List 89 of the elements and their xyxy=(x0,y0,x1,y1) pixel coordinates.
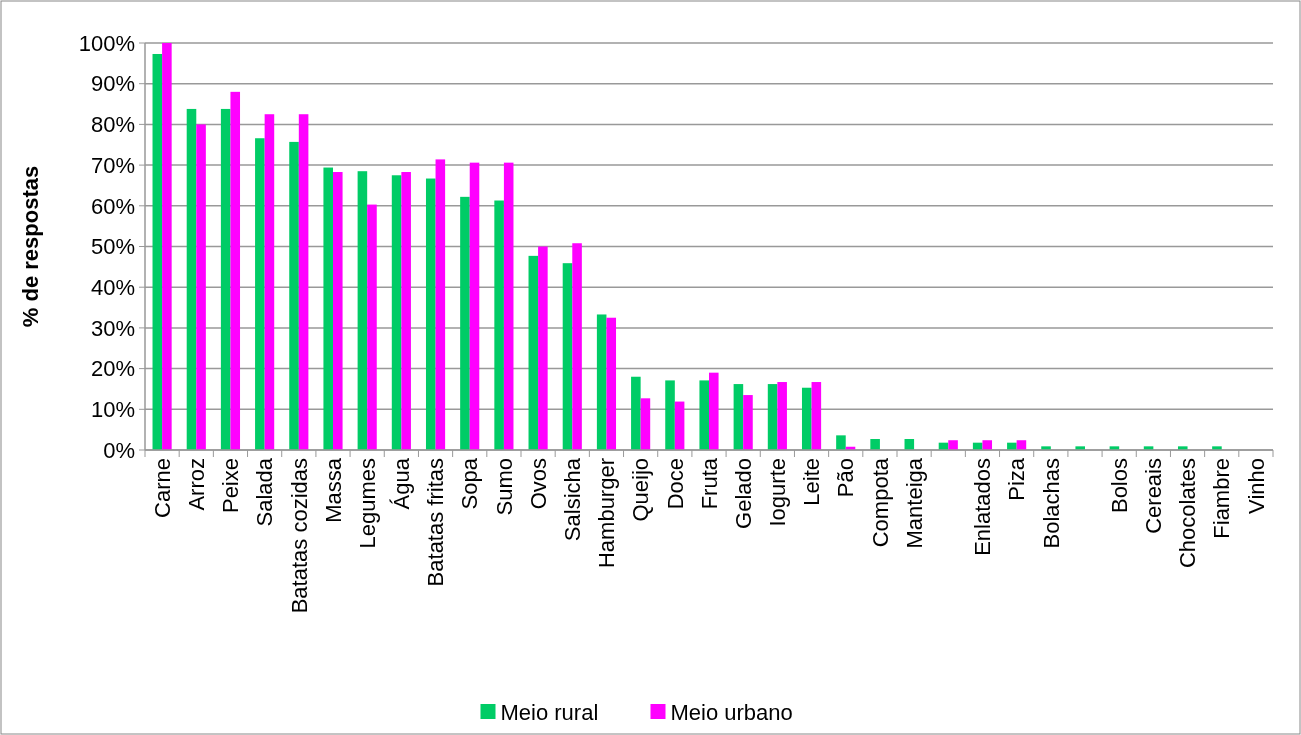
bar xyxy=(401,172,411,450)
y-tick-label: 20% xyxy=(90,356,135,382)
legend-label: Meio rural xyxy=(500,699,599,725)
bar xyxy=(255,138,265,450)
bar xyxy=(425,178,436,450)
y-tick-label: 60% xyxy=(90,193,135,219)
bar xyxy=(811,382,822,450)
bar xyxy=(264,114,275,450)
x-tick-label: Cereais xyxy=(1141,458,1167,534)
y-tick-label: 30% xyxy=(90,315,135,341)
bar xyxy=(870,439,880,450)
bar xyxy=(665,380,675,450)
bar xyxy=(162,43,172,450)
bar xyxy=(709,372,719,450)
bar xyxy=(333,172,343,450)
bar xyxy=(801,387,812,450)
bar xyxy=(640,398,651,450)
bar xyxy=(435,159,446,450)
x-tick-label: Sopa xyxy=(457,457,483,510)
x-tick-label: Sumo xyxy=(491,458,517,516)
bar xyxy=(538,246,548,450)
bar xyxy=(289,141,299,450)
bar xyxy=(596,314,607,450)
y-tick-label: 10% xyxy=(90,397,135,422)
bar xyxy=(767,384,778,450)
bar xyxy=(357,171,368,450)
y-axis-title: % de respostas xyxy=(18,165,43,328)
x-tick-label: Batatas cozidas xyxy=(286,458,312,614)
x-tick-label: Arroz xyxy=(183,458,209,511)
x-tick-label: Fruta xyxy=(696,457,722,510)
x-tick-label: Gelado xyxy=(730,458,756,529)
x-tick-label: Massa xyxy=(320,457,346,523)
x-tick-label: Fiambre xyxy=(1209,458,1235,539)
bar xyxy=(391,175,402,450)
x-tick-label: Leite xyxy=(799,458,825,506)
x-tick-label: Iogurte xyxy=(765,458,791,527)
bar xyxy=(469,162,480,450)
bar xyxy=(674,401,685,450)
x-tick-label: Bolachas xyxy=(1038,458,1064,549)
bar xyxy=(367,204,377,450)
y-tick-label: 50% xyxy=(90,234,135,260)
x-tick-label: Legumes xyxy=(354,458,380,549)
x-tick-label: Compota xyxy=(867,457,893,548)
y-tick-label: 100% xyxy=(78,30,135,56)
x-tick-label: Água xyxy=(389,457,415,510)
bar xyxy=(503,162,514,450)
x-tick-label: Hamburger xyxy=(594,458,620,569)
bar xyxy=(196,124,206,450)
x-tick-label: Manteiga xyxy=(901,457,927,549)
x-tick-label: Bolos xyxy=(1106,458,1132,514)
x-tick-label: Chocolates xyxy=(1175,458,1201,569)
bar xyxy=(982,440,993,450)
bar xyxy=(631,376,641,450)
x-tick-label: Queijo xyxy=(628,458,654,522)
bar xyxy=(220,108,231,450)
x-tick-label: Peixe xyxy=(218,458,244,514)
x-tick-label: Salsicha xyxy=(559,457,585,542)
x-tick-label: Pão xyxy=(833,458,859,498)
legend-label: Meio urbano xyxy=(670,699,793,725)
x-tick-label: Doce xyxy=(662,458,688,510)
bar xyxy=(460,196,470,450)
x-tick-label: Ovos xyxy=(525,458,551,510)
x-tick-label: Batatas fritas xyxy=(423,458,449,587)
bar xyxy=(562,263,573,450)
bar xyxy=(606,317,617,450)
x-tick-label: Piza xyxy=(1004,457,1030,501)
x-tick-label: Carne xyxy=(149,458,175,518)
y-tick-label: 90% xyxy=(90,71,135,97)
bar xyxy=(528,255,539,450)
y-tick-label: 80% xyxy=(90,112,135,138)
bar xyxy=(948,440,958,450)
bar xyxy=(186,108,197,450)
y-tick-label: 40% xyxy=(90,274,135,300)
x-tick-label: Salada xyxy=(252,457,278,527)
bar xyxy=(743,395,753,450)
bar xyxy=(699,380,709,450)
bar xyxy=(152,53,163,450)
y-tick-label: 0% xyxy=(103,437,135,463)
y-tick-label: 70% xyxy=(90,152,135,178)
x-tick-label: Vinho xyxy=(1243,458,1269,514)
bar xyxy=(836,435,846,450)
bar xyxy=(572,243,582,450)
bar xyxy=(733,384,744,450)
bar xyxy=(777,382,787,450)
bar xyxy=(323,167,333,450)
bar xyxy=(298,114,309,450)
bar xyxy=(230,91,241,450)
x-tick-label: Enlatados xyxy=(970,458,996,556)
bar xyxy=(494,200,504,450)
